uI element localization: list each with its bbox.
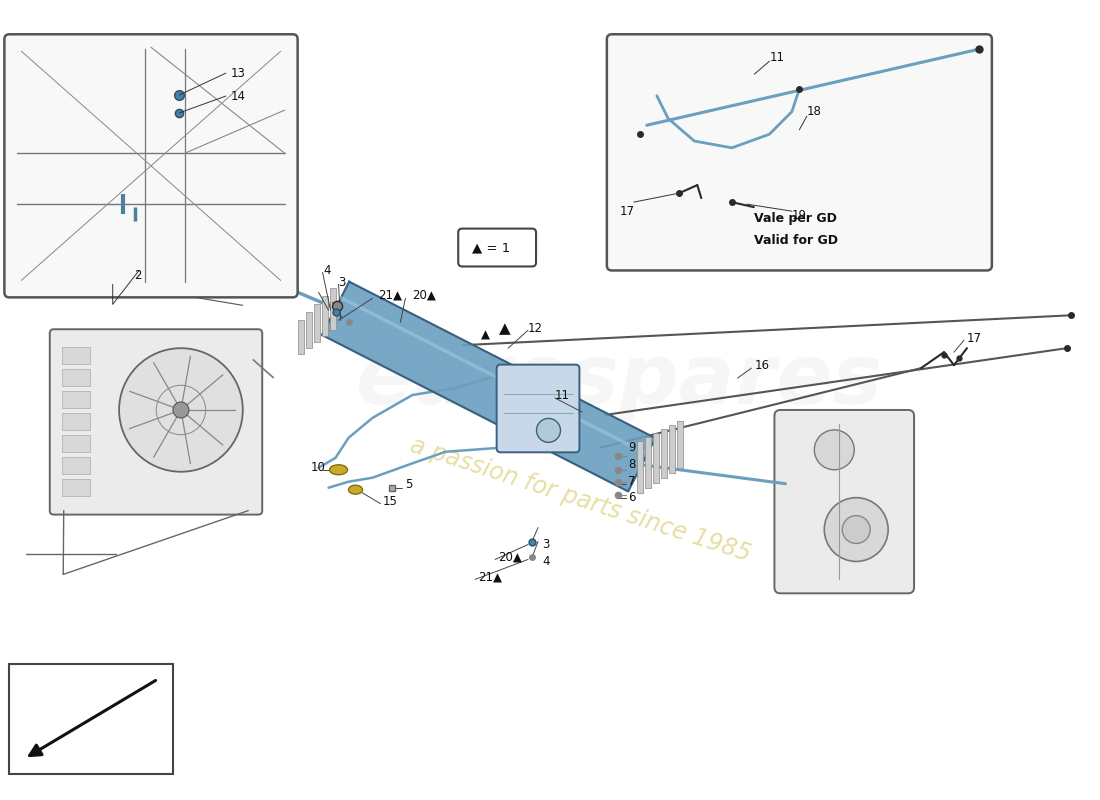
Text: 5: 5: [406, 478, 412, 491]
Text: 20▲: 20▲: [498, 551, 522, 564]
Text: ▲: ▲: [499, 321, 512, 336]
Text: 15: 15: [383, 495, 397, 508]
Ellipse shape: [330, 465, 348, 474]
FancyBboxPatch shape: [50, 330, 262, 514]
Text: 19: 19: [792, 210, 807, 222]
Text: 17: 17: [619, 205, 635, 218]
Bar: [321, 296, 328, 336]
Text: 10: 10: [310, 462, 326, 474]
Bar: [652, 433, 659, 482]
Text: 3: 3: [542, 538, 549, 551]
Bar: [62, 369, 90, 386]
Bar: [669, 425, 674, 473]
Text: 11: 11: [556, 389, 570, 402]
Text: 11: 11: [769, 50, 784, 64]
Text: 2: 2: [134, 269, 142, 282]
Text: Vale per GD: Vale per GD: [755, 212, 837, 225]
FancyBboxPatch shape: [607, 34, 992, 270]
Bar: [645, 437, 651, 488]
Circle shape: [173, 402, 189, 418]
FancyBboxPatch shape: [496, 365, 580, 452]
Text: 7: 7: [628, 475, 636, 488]
Circle shape: [332, 302, 342, 311]
Text: eurospares: eurospares: [356, 339, 883, 421]
Bar: [62, 413, 90, 430]
Text: 18: 18: [807, 105, 822, 118]
Text: 16: 16: [755, 358, 770, 372]
Text: 3: 3: [338, 276, 345, 289]
Text: 20▲: 20▲: [412, 289, 437, 302]
Text: 4: 4: [323, 264, 331, 277]
Bar: [62, 457, 90, 474]
Text: ▲: ▲: [481, 329, 490, 342]
Text: 14: 14: [231, 90, 245, 102]
Text: 21▲: 21▲: [378, 289, 403, 302]
Text: 6: 6: [628, 491, 636, 504]
Bar: [62, 478, 90, 496]
Text: ▲ = 1: ▲ = 1: [472, 241, 510, 254]
Ellipse shape: [349, 486, 363, 494]
Bar: [298, 320, 304, 354]
Circle shape: [843, 515, 870, 543]
Bar: [10, 664, 173, 774]
Bar: [62, 391, 90, 408]
Text: 9: 9: [628, 442, 636, 454]
Text: 13: 13: [231, 66, 245, 80]
Circle shape: [814, 430, 855, 470]
Bar: [306, 312, 311, 348]
Text: 8: 8: [628, 458, 635, 471]
Text: 17: 17: [967, 332, 982, 345]
Bar: [676, 421, 683, 468]
Bar: [62, 347, 90, 364]
Bar: [637, 441, 642, 493]
Circle shape: [119, 348, 243, 472]
Bar: [62, 435, 90, 452]
FancyBboxPatch shape: [459, 229, 536, 266]
FancyBboxPatch shape: [774, 410, 914, 594]
Circle shape: [537, 418, 561, 442]
Text: 12: 12: [528, 322, 543, 334]
Text: a passion for parts since 1985: a passion for parts since 1985: [407, 433, 754, 566]
Circle shape: [824, 498, 888, 562]
Bar: [314, 304, 320, 342]
Text: Valid for GD: Valid for GD: [755, 234, 838, 247]
Bar: [330, 288, 336, 330]
Bar: [661, 429, 667, 478]
Polygon shape: [322, 282, 656, 491]
Text: 21▲: 21▲: [478, 571, 503, 584]
Text: 4: 4: [542, 555, 550, 568]
FancyBboxPatch shape: [4, 34, 298, 298]
